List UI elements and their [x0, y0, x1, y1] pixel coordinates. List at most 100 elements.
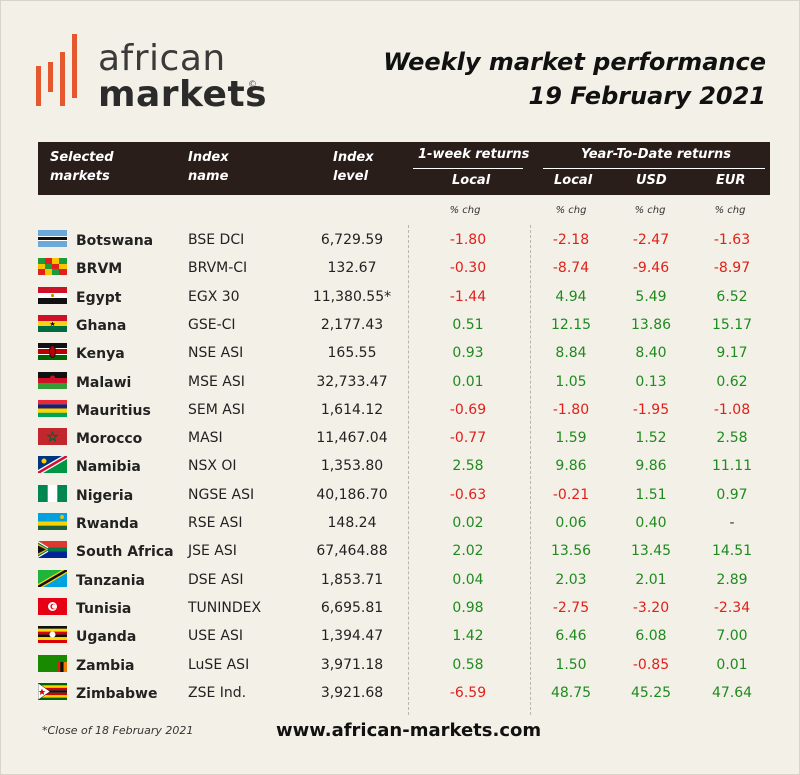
index-level: 1,353.80: [320, 458, 384, 475]
table-row: Malawi MSE ASI 32,733.47 0.01 1.05 0.13 0.62: [38, 371, 770, 399]
ytd-eur-return: -1.08: [713, 401, 751, 418]
ytd-usd-return: 9.86: [635, 458, 667, 475]
flag-ghana-icon: [38, 314, 67, 332]
unit-ytd-usd: % chg: [634, 205, 666, 216]
index-name: ZSE Ind.: [188, 684, 247, 701]
week-local-return: -1.80: [449, 232, 487, 248]
header-week-local: Local: [452, 173, 491, 188]
ytd-usd-return: 5.49: [635, 288, 667, 305]
ytd-usd-return: -3.20: [632, 599, 670, 616]
index-level: 2,177.43: [320, 316, 384, 333]
unit-ytd-local: % chg: [555, 205, 587, 216]
ytd-local-return: 1.59: [555, 430, 587, 447]
index-name: NSE ASI: [188, 345, 244, 362]
flag-kenya-icon: [38, 343, 67, 361]
ytd-local-return: 48.75: [550, 684, 592, 701]
table-row: Botswana BSE DCI 6,729.59 -1.80 -2.18 -2.47 -1…: [38, 229, 770, 257]
table-row: Namibia NSX OI 1,353.80 2.58 9.86 9.86 11.11: [38, 455, 770, 483]
country-name: South Africa: [76, 544, 174, 561]
flag-tanzania-icon: [38, 569, 67, 587]
table-header: Selected markets Index name Index level …: [38, 142, 770, 195]
index-level: 6,729.59: [320, 232, 384, 248]
flag-malawi-icon: [38, 371, 67, 389]
index-level: 1,614.12: [320, 401, 384, 418]
week-local-return: 0.98: [452, 599, 484, 616]
index-level: 32,733.47: [316, 373, 388, 390]
week-local-return: 2.02: [452, 543, 484, 560]
page-date: 19 February 2021: [528, 82, 767, 110]
week-local-return: -0.69: [449, 401, 487, 418]
ytd-eur-return: 11.11: [711, 458, 753, 475]
ytd-usd-return: -2.47: [632, 232, 670, 248]
column-divider: [408, 225, 409, 715]
ytd-local-return: 8.84: [555, 345, 587, 362]
ytd-usd-return: 45.25: [630, 684, 672, 701]
index-name: USE ASI: [188, 628, 244, 645]
header-ytd-rule: [543, 168, 765, 169]
week-local-return: -6.59: [449, 684, 487, 701]
ytd-local-return: 2.03: [555, 571, 587, 588]
header-week-rule: [413, 168, 523, 169]
flag-nigeria-icon: [38, 484, 67, 502]
table-row: Uganda USE ASI 1,394.47 1.42 6.46 6.08 7.00: [38, 625, 770, 653]
brand-name-line2: markets: [98, 74, 268, 115]
ytd-eur-return: 0.62: [716, 373, 748, 390]
table-row: Kenya NSE ASI 165.55 0.93 8.84 8.40 9.17: [38, 342, 770, 370]
ytd-eur-return: -1.63: [713, 232, 751, 248]
brand-name-line1: african: [98, 38, 226, 79]
flag-zimbabwe-icon: [38, 682, 67, 700]
flag-zambia-icon: [38, 654, 67, 672]
week-local-return: 0.01: [452, 373, 484, 390]
header-index-line2: name: [188, 169, 229, 184]
index-name: NSX OI: [188, 458, 237, 475]
ytd-usd-return: -9.46: [632, 260, 670, 277]
brand-registered-mark: ©: [248, 80, 257, 90]
ytd-eur-return: 9.17: [716, 345, 748, 362]
flag-morocco-icon: [38, 428, 67, 446]
week-local-return: 0.02: [452, 515, 484, 531]
index-name: MASI: [188, 430, 223, 447]
flag-egypt-icon: [38, 286, 67, 304]
ytd-local-return: 0.06: [555, 515, 587, 531]
ytd-eur-return: 7.00: [716, 628, 748, 645]
ytd-usd-return: 6.08: [635, 628, 667, 645]
country-name: Zimbabwe: [76, 685, 158, 702]
country-name: Rwanda: [76, 516, 139, 532]
index-name: BSE DCI: [188, 232, 245, 248]
flag-namibia-icon: [38, 456, 67, 474]
ytd-local-return: 9.86: [555, 458, 587, 475]
flag-south-africa-icon: [38, 541, 67, 559]
website-url: www.african-markets.com: [276, 720, 542, 741]
page-title: Weekly market performance: [383, 48, 766, 76]
header-country-line1: Selected: [50, 150, 114, 165]
week-local-return: 1.42: [452, 628, 484, 645]
index-name: BRVM-CI: [188, 260, 248, 277]
ytd-local-return: -8.74: [552, 260, 590, 277]
column-divider: [530, 225, 531, 715]
country-name: Namibia: [76, 459, 141, 476]
ytd-usd-return: 0.13: [635, 373, 667, 390]
index-name: TUNINDEX: [188, 599, 262, 616]
unit-week-local: % chg: [449, 205, 481, 216]
index-level: 11,467.04: [316, 430, 388, 447]
flag-uganda-icon: [38, 626, 67, 644]
brand-logo-icon: [36, 34, 78, 106]
ytd-local-return: -1.80: [552, 401, 590, 418]
ytd-eur-return: 2.58: [716, 430, 748, 447]
week-local-return: -0.77: [449, 430, 487, 447]
country-name: Mauritius: [76, 402, 151, 419]
index-level: 3,971.18: [320, 656, 384, 673]
country-name: Uganda: [76, 629, 137, 646]
ytd-eur-return: -8.97: [713, 260, 751, 277]
index-name: EGX 30: [188, 288, 240, 305]
ytd-usd-return: 13.45: [630, 543, 672, 560]
ytd-eur-return: 47.64: [711, 684, 753, 701]
flag-botswana-icon: [38, 230, 67, 247]
index-level: 1,853.71: [320, 571, 384, 588]
week-local-return: 2.58: [452, 458, 484, 475]
index-name: MSE ASI: [188, 373, 245, 390]
header-ytd-usd: USD: [636, 173, 667, 188]
ytd-usd-return: 1.52: [635, 430, 667, 447]
week-local-return: 0.93: [452, 345, 484, 362]
ytd-usd-return: 0.40: [635, 515, 667, 531]
